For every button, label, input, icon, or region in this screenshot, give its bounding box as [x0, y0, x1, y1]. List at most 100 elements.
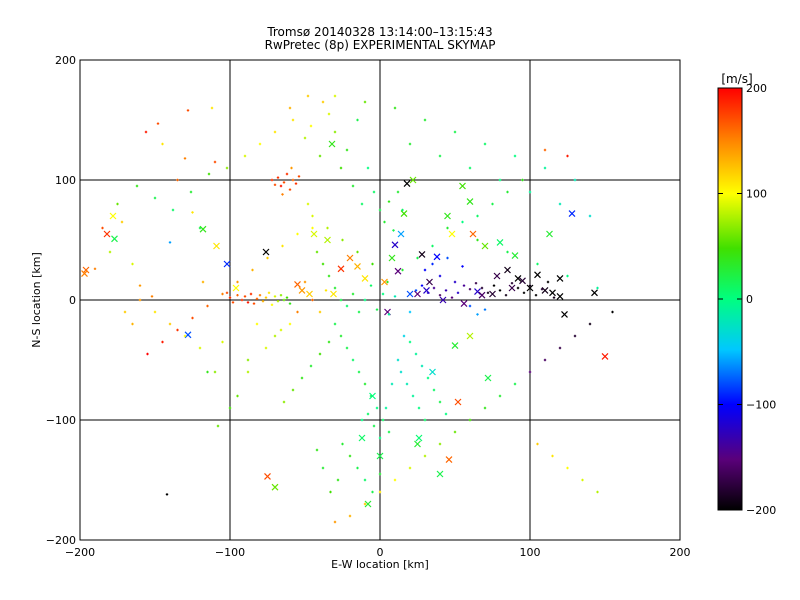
x-axis-label: E-W location [km]	[331, 558, 429, 571]
data-point-dot	[123, 310, 127, 314]
data-point-dot	[588, 322, 592, 326]
data-point-x	[444, 212, 451, 220]
data-point-x	[364, 500, 372, 508]
data-point-dot	[324, 289, 328, 292]
data-point-x	[82, 266, 90, 274]
data-point-x	[109, 212, 117, 220]
data-point-dot	[360, 418, 364, 422]
data-point-x	[298, 286, 306, 294]
data-point-dot	[198, 226, 202, 230]
data-point-x	[451, 342, 459, 350]
data-point-dot	[456, 291, 460, 294]
data-point-x	[232, 284, 240, 292]
data-point-dot	[566, 154, 569, 158]
data-point-dot	[432, 388, 436, 392]
data-point-dot	[138, 298, 142, 302]
data-point-dot	[210, 106, 214, 110]
data-point-dot	[528, 284, 532, 287]
data-point-dot	[135, 184, 139, 188]
data-point-dot	[423, 454, 427, 458]
data-point-dot	[333, 130, 337, 134]
data-point-dot	[168, 241, 172, 244]
data-point-dot	[297, 175, 301, 178]
data-point-x	[466, 332, 474, 340]
data-point-x	[448, 230, 456, 238]
data-point-dot	[528, 190, 532, 194]
data-point-dot	[273, 183, 277, 186]
data-point-dot	[483, 406, 487, 410]
data-point-dot	[534, 294, 538, 297]
colorbar: [m/s] 200 100 0 −100 −200	[717, 72, 776, 517]
data-point-dot	[573, 334, 577, 338]
data-point-x	[556, 292, 564, 300]
data-point-x	[306, 290, 313, 298]
data-point-dot	[381, 418, 385, 422]
data-point-dot	[311, 298, 314, 302]
data-point-x	[397, 230, 405, 238]
data-point-dot	[264, 346, 268, 350]
data-point-dot	[300, 376, 304, 380]
data-point-dot	[303, 280, 307, 284]
data-point-dot	[476, 313, 479, 316]
data-point-dot	[161, 142, 164, 146]
data-point-x	[223, 260, 231, 268]
data-point-dot	[303, 136, 307, 140]
data-point-dot	[486, 291, 490, 294]
data-point-dot	[417, 406, 421, 410]
data-point-x	[369, 392, 376, 400]
data-point-dot	[270, 303, 274, 306]
data-point-dot	[216, 424, 220, 428]
data-point-dot	[420, 284, 424, 287]
data-point-dot	[378, 436, 382, 440]
y-axis-label: N-S location [km]	[30, 252, 43, 348]
data-point-dot	[236, 394, 239, 398]
data-point-dot	[327, 340, 331, 344]
data-point-dot	[386, 280, 389, 284]
data-point-x	[103, 230, 111, 238]
data-point-dot	[138, 284, 142, 287]
data-points	[81, 94, 614, 524]
data-point-dot	[252, 302, 256, 305]
data-point-dot	[468, 418, 472, 422]
data-point-dot	[513, 382, 517, 386]
data-point-dot	[357, 370, 361, 374]
data-point-dot	[131, 262, 134, 266]
data-point-dot	[296, 310, 299, 314]
data-point-x	[508, 284, 516, 292]
data-point-dot	[360, 202, 364, 206]
data-point-x	[484, 374, 492, 382]
data-point-dot	[345, 346, 349, 350]
data-point-dot	[381, 292, 385, 296]
data-point-x	[556, 274, 564, 282]
data-point-dot	[573, 178, 577, 182]
data-point-dot	[438, 274, 442, 278]
data-point-dot	[161, 340, 164, 344]
data-point-dot	[201, 280, 205, 284]
data-point-dot	[498, 289, 502, 292]
data-point-dot	[401, 208, 404, 212]
data-point-dot	[191, 211, 194, 214]
colorbar-label: [m/s]	[721, 72, 752, 86]
data-point-dot	[504, 294, 508, 297]
data-point-dot	[243, 154, 247, 158]
data-point-dot	[273, 130, 277, 134]
data-point-x	[403, 180, 411, 188]
data-point-dot	[255, 297, 259, 300]
data-point-dot	[387, 200, 391, 203]
data-point-dot	[408, 466, 412, 470]
data-point-dot	[369, 284, 373, 287]
data-point-dot	[306, 202, 310, 206]
data-point-dot	[596, 286, 599, 290]
data-point-dot	[375, 406, 379, 410]
data-point-x	[514, 274, 522, 282]
colorbar-tick-label: 100	[746, 188, 767, 201]
data-point-dot	[309, 124, 313, 128]
data-point-dot	[243, 295, 247, 298]
data-point-dot	[326, 226, 329, 230]
data-point-x	[310, 230, 318, 238]
data-point-x	[264, 472, 271, 480]
x-tick-label: 100	[520, 546, 541, 559]
data-point-dot	[543, 166, 547, 170]
data-point-dot	[552, 296, 556, 299]
colorbar-ticks: 200 100 0 −100 −200	[718, 82, 776, 517]
